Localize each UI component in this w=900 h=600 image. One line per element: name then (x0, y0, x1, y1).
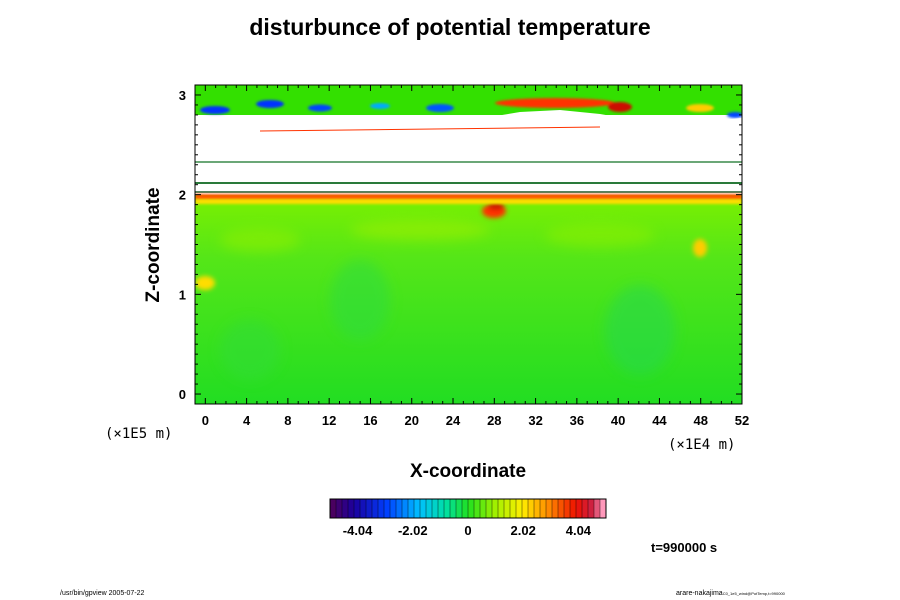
x-tick-label: 0 (202, 413, 209, 428)
x-tick-label: 4 (243, 413, 251, 428)
x-tick-label: 48 (693, 413, 707, 428)
band-edge (195, 110, 742, 128)
yellow-strip (195, 199, 742, 204)
x-tick-label: 52 (735, 413, 749, 428)
colorbar-cell (570, 499, 577, 518)
colorbar-cell (510, 499, 517, 518)
footer-right: arare-nakajimaC0_1e5_wind@PotTemp,t=9900… (676, 590, 785, 597)
colorbar-cell (594, 499, 601, 518)
colorbar-cell (390, 499, 397, 518)
x-tick-label: 8 (284, 413, 291, 428)
x-tick-label: 36 (570, 413, 584, 428)
y-tick-label: 1 (179, 287, 186, 302)
colorbar-cell (534, 499, 541, 518)
colorbar-cell (600, 499, 607, 518)
layer-line (259, 126, 601, 132)
colorbar-ticks: -4.04 -2.02 0 2.02 4.04 (343, 523, 592, 538)
colorbar-cell (444, 499, 451, 518)
x-tick-label: 40 (611, 413, 625, 428)
colorbar-cell (432, 499, 439, 518)
x-tick-label: 24 (446, 413, 461, 428)
colorbar-cell (540, 499, 547, 518)
colorbar-cell (366, 499, 373, 518)
colorbar-cell (480, 499, 487, 518)
y-tick-label: 0 (179, 387, 186, 402)
colorbar-cell (396, 499, 403, 518)
colorbar-cell (330, 499, 337, 518)
colorbar-cell (552, 499, 559, 518)
colorbar-cell (408, 499, 415, 518)
colorbar-cell (558, 499, 565, 518)
colorbar-cell (336, 499, 343, 518)
colorbar-tick-label: -4.04 (343, 523, 373, 538)
colorbar-tick-label: 4.04 (566, 523, 592, 538)
colorbar-cell (504, 499, 511, 518)
colorbar-tick-label: -2.02 (398, 523, 428, 538)
footer-right-small: C0_1e5_wind@PotTemp,t=990000 (722, 591, 785, 596)
colorbar-cell (360, 499, 367, 518)
masked-region (195, 122, 742, 192)
y-axis-ticks: 0 1 2 3 (179, 84, 742, 402)
footer-left: /usr/bin/gpview 2005-07-22 (60, 590, 145, 597)
colorbar-cell (474, 499, 481, 518)
colorbar-cell (564, 499, 571, 518)
colorbar-cell (456, 499, 463, 518)
colorbar-cell (426, 499, 433, 518)
colorbar-tick-label: 2.02 (511, 523, 536, 538)
colorbar-cell (378, 499, 385, 518)
x-tick-label: 28 (487, 413, 501, 428)
colorbar-cell (438, 499, 445, 518)
x-tick-label: 20 (405, 413, 419, 428)
colorbar-cell (450, 499, 457, 518)
warm-strip (195, 194, 742, 200)
colorbar-cell (348, 499, 355, 518)
y-tick-label: 3 (179, 88, 186, 103)
colorbar-cell (354, 499, 361, 518)
colorbar-cell (342, 499, 349, 518)
x-unit-label: (×1E4 m) (668, 437, 735, 453)
colorbar-frame (329, 498, 607, 519)
colorbar-cell (516, 499, 523, 518)
y-axis-title: Z-coordinate (143, 187, 164, 302)
colorbar-cell (372, 499, 379, 518)
colorbar-cell (588, 499, 595, 518)
x-tick-label: 12 (322, 413, 336, 428)
colorbar-cell (528, 499, 535, 518)
colorbar-tick-label: 0 (464, 523, 471, 538)
colorbar-cell (402, 499, 409, 518)
y-unit-label: (×1E5 m) (105, 426, 172, 442)
upper-band (195, 85, 742, 115)
colorbar-cell (384, 499, 391, 518)
colorbar-cell (546, 499, 553, 518)
footer-right-main: arare-nakajima (676, 590, 723, 597)
colorbar-cell (462, 499, 469, 518)
x-axis-title: X-coordinate (410, 461, 526, 482)
field-texture (220, 220, 675, 380)
x-axis-ticks: 0 4 8 12 16 20 24 28 32 36 40 44 48 52 (202, 85, 749, 428)
chart-title: disturbunce of potential temperature (249, 14, 651, 40)
x-tick-label: 44 (652, 413, 667, 428)
colorbar-cell (420, 499, 427, 518)
heatmap-field (195, 85, 742, 404)
colorbar (330, 499, 607, 518)
colorbar-cell (498, 499, 505, 518)
colorbar-cell (582, 499, 589, 518)
x-tick-label: 32 (528, 413, 542, 428)
colorbar-cell (522, 499, 529, 518)
y-tick-label: 2 (179, 188, 186, 203)
colorbar-cell (492, 499, 499, 518)
time-label: t=990000 s (651, 540, 718, 555)
colorbar-cell (468, 499, 475, 518)
colorbar-cell (486, 499, 493, 518)
colorbar-cell (414, 499, 421, 518)
upper-band-anomalies (200, 98, 742, 118)
colorbar-cell (576, 499, 583, 518)
x-tick-label: 16 (363, 413, 377, 428)
